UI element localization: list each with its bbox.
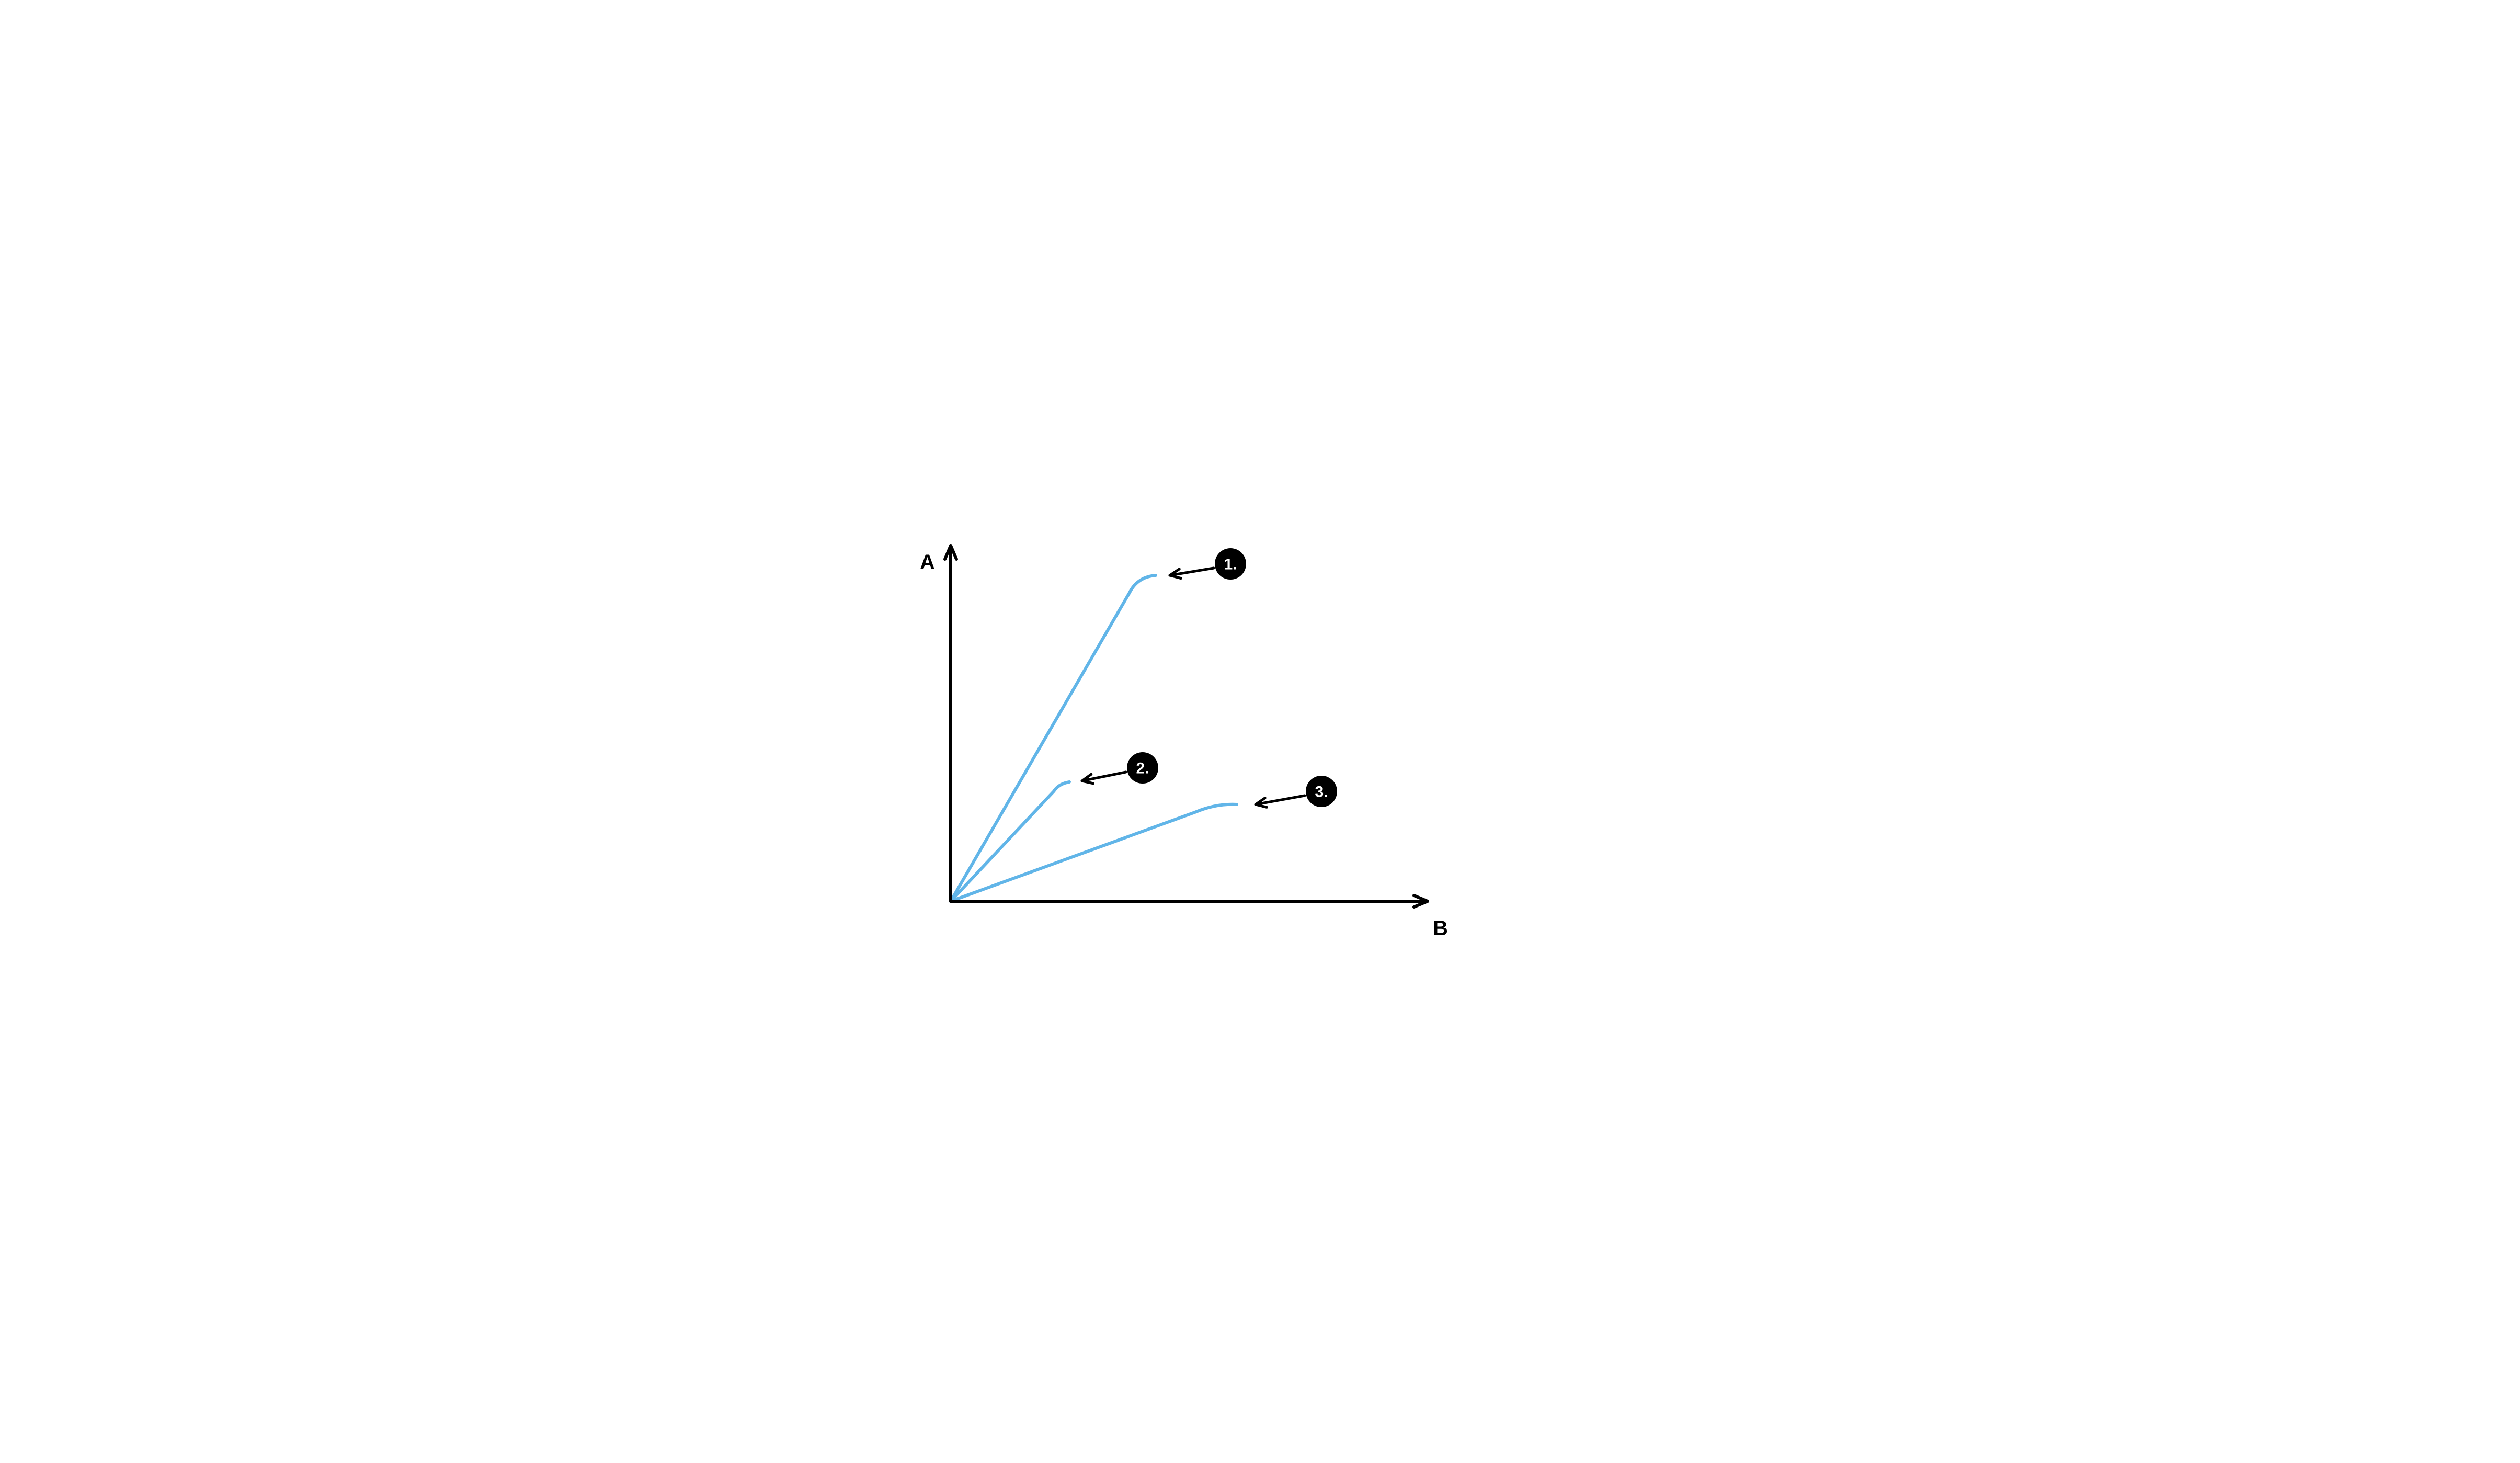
y-axis-label: A (920, 551, 935, 574)
x-axis-label: B (1433, 917, 1448, 940)
annotation-label-3: 3. (1315, 783, 1328, 800)
annotation-label-1: 1. (1224, 555, 1237, 573)
annotation-label-2: 2. (1136, 759, 1149, 777)
line-diagram: A B 1. 2. 3. (881, 512, 1639, 952)
